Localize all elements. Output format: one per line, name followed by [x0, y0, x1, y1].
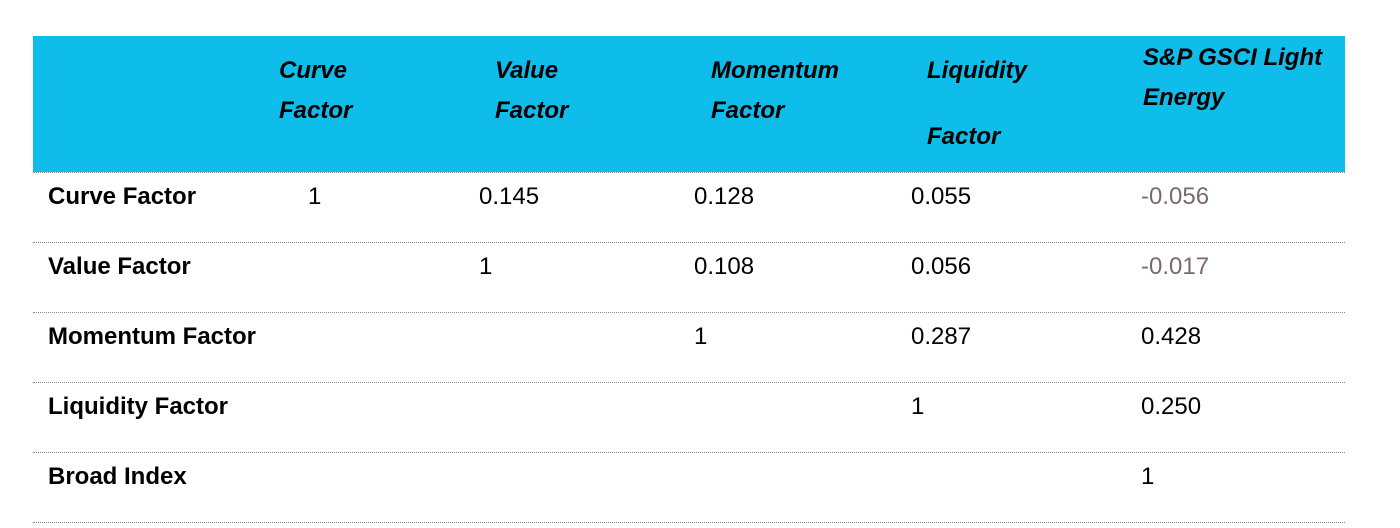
- cell-value: -0.017: [1141, 253, 1210, 280]
- header-sp-gsci-light-energy: S&P GSCI Light Energy: [1143, 44, 1323, 111]
- cell-value: 0.428: [1141, 323, 1202, 350]
- row-label: Value Factor: [48, 253, 191, 280]
- cell-value: 0.056: [911, 253, 972, 280]
- cell-value: 0.145: [479, 183, 540, 210]
- header-momentum-factor: Momentum Factor: [711, 57, 839, 124]
- cell-value: 1: [694, 323, 708, 350]
- row-label: Broad Index: [48, 463, 187, 490]
- table-row: Broad Index 1: [33, 453, 1345, 523]
- cell-value: -0.056: [1141, 183, 1210, 210]
- cell-value: 0.108: [694, 253, 755, 280]
- cell-value: 0.287: [911, 323, 972, 350]
- cell-value: 1: [1141, 463, 1155, 490]
- row-label: Curve Factor: [48, 183, 197, 210]
- cell-value: 0.055: [911, 183, 972, 210]
- row-label: Momentum Factor: [48, 323, 257, 350]
- cell-value: 1: [308, 183, 322, 210]
- cell-value: 0.128: [694, 183, 755, 210]
- header-curve-factor: Curve Factor: [279, 57, 353, 124]
- row-label: Liquidity Factor: [48, 393, 228, 420]
- correlation-table: Curve Factor Value Factor Momentum Facto…: [33, 36, 1345, 523]
- table-row: Curve Factor 1 0.145 0.128 0.055 -0.056: [33, 172, 1345, 243]
- header-liquidity-factor: Liquidity Factor: [927, 57, 1027, 150]
- table-row: Momentum Factor 1 0.287 0.428: [33, 313, 1345, 383]
- cell-value: 1: [479, 253, 493, 280]
- cell-value: 0.250: [1141, 393, 1202, 420]
- table-header: Curve Factor Value Factor Momentum Facto…: [33, 36, 1345, 172]
- table-row: Liquidity Factor 1 0.250: [33, 383, 1345, 453]
- header-value-factor: Value Factor: [495, 57, 569, 124]
- cell-value: 1: [911, 393, 925, 420]
- table-row: Value Factor 1 0.108 0.056 -0.017: [33, 243, 1345, 313]
